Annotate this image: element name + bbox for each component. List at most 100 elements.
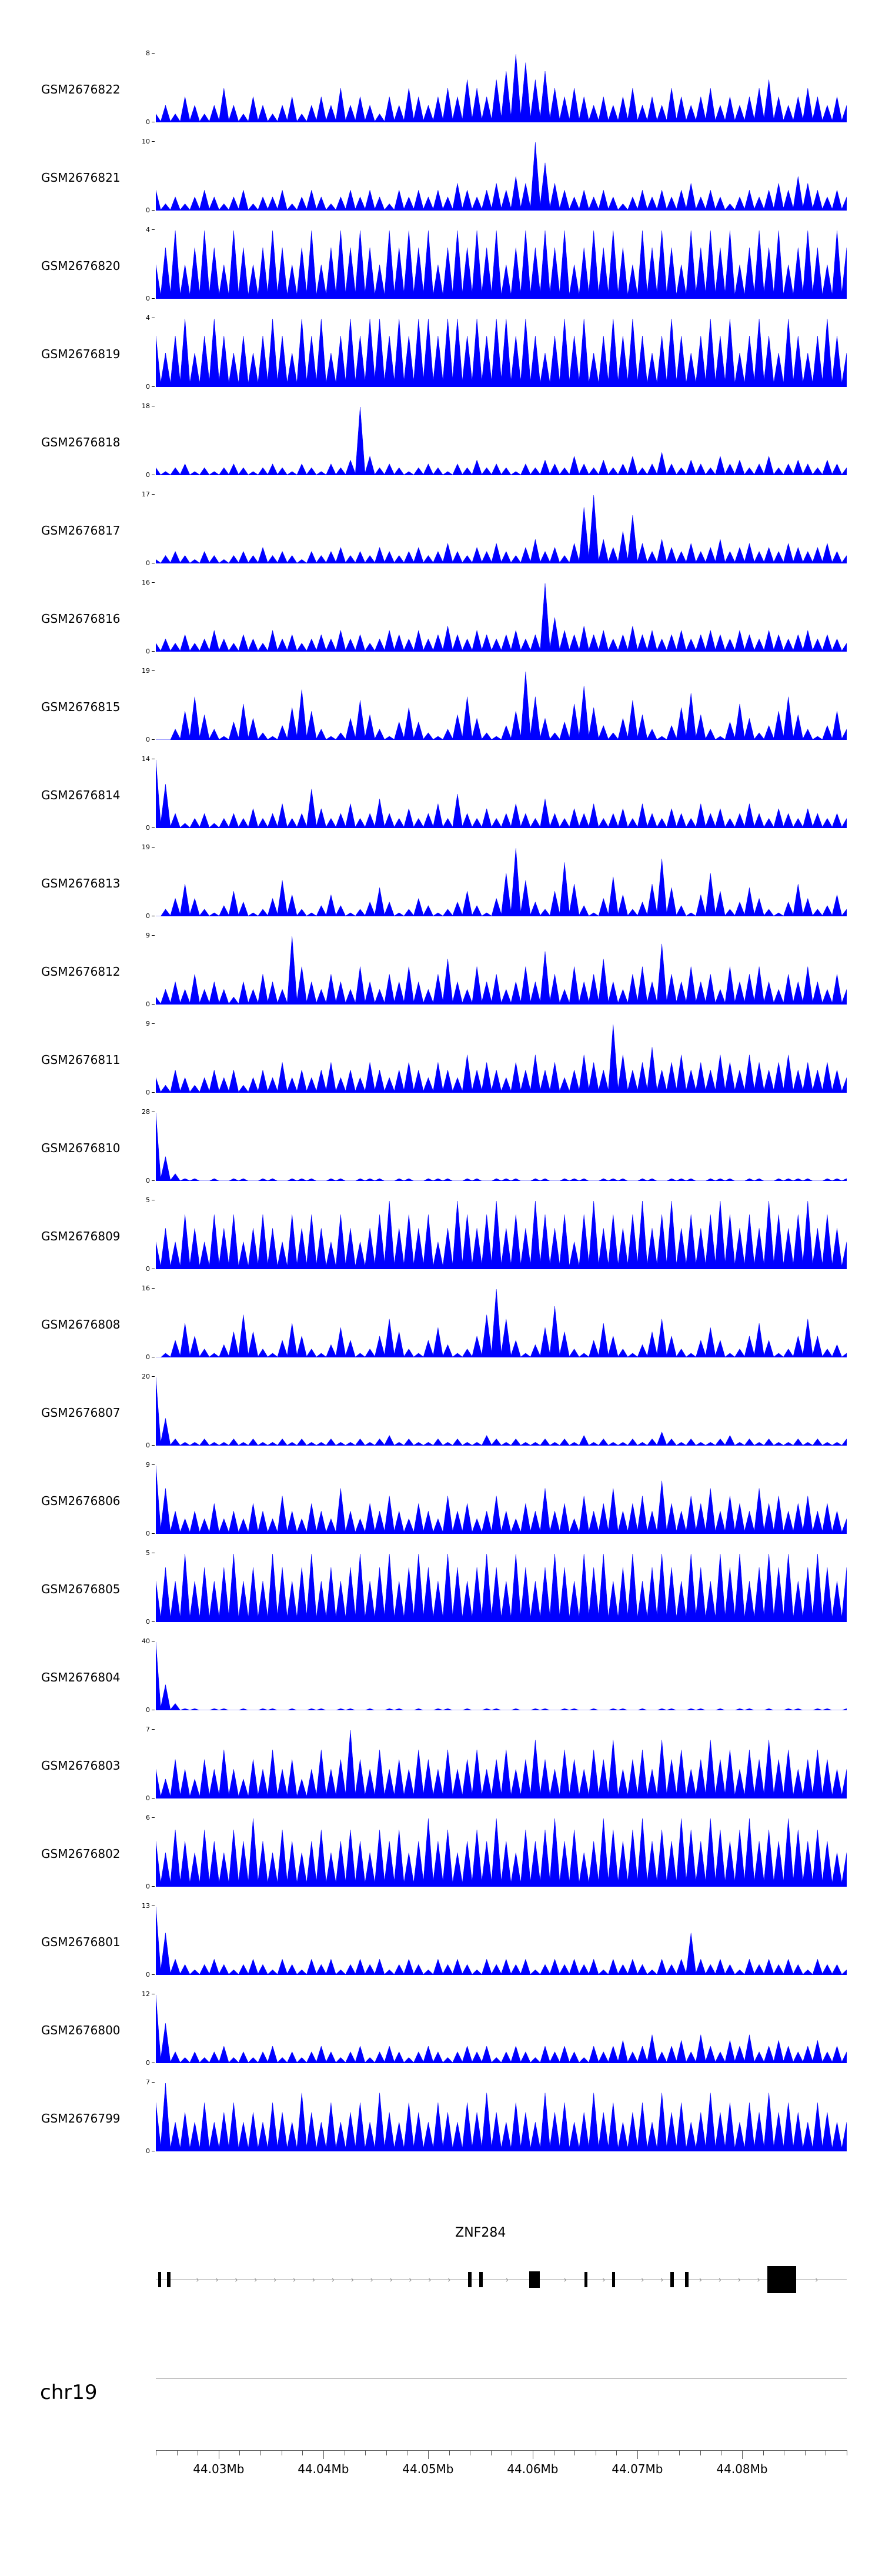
coverage-plot [156, 1906, 847, 1975]
coverage-area [156, 318, 847, 387]
coverage-track-row: GSM2676799 7 0 [0, 2078, 882, 2170]
yaxis-max-label: 9 [146, 932, 150, 939]
yaxis-min-label: 0 [146, 824, 150, 832]
track-label: GSM2676804 [41, 1670, 121, 1684]
yaxis-min-label: 0 [146, 1265, 150, 1273]
axis-tick-label: 44.05Mb [402, 2462, 454, 2476]
coverage-track-row: GSM2676803 7 0 [0, 1726, 882, 1817]
coverage-area [156, 1641, 847, 1710]
yaxis-min-label: 0 [146, 912, 150, 920]
coverage-track-row: GSM2676807 20 0 [0, 1373, 882, 1464]
coverage-plot [156, 1729, 847, 1798]
coverage-area [156, 406, 847, 475]
yaxis-tick [152, 1621, 155, 1622]
yaxis-tick [152, 827, 155, 828]
track-label: GSM2676815 [41, 700, 121, 714]
coverage-area [156, 1906, 847, 1975]
axis-tick-label: 44.08Mb [716, 2462, 768, 2476]
coverage-track-row: GSM2676817 17 0 [0, 490, 882, 582]
strand-arrow-icon: › [505, 2274, 509, 2285]
yaxis-tick [152, 1180, 155, 1181]
track-label: GSM2676822 [41, 82, 121, 96]
axis-minor-tick [365, 2450, 366, 2455]
yaxis-max-label: 10 [142, 138, 150, 145]
yaxis-tick [152, 739, 155, 740]
gene-exon [166, 2272, 171, 2287]
yaxis-max-label: 17 [142, 490, 150, 498]
track-label: GSM2676808 [41, 1317, 121, 1332]
yaxis-max-label: 7 [146, 2078, 150, 2086]
yaxis-min-label: 0 [146, 1706, 150, 1714]
yaxis-tick [152, 1376, 155, 1377]
axis-minor-tick [490, 2450, 492, 2455]
strand-arrow-icon: › [253, 2274, 258, 2285]
strand-arrow-icon: › [409, 2274, 413, 2285]
coverage-area [156, 671, 847, 740]
axis-minor-tick [804, 2450, 806, 2455]
track-label: GSM2676803 [41, 1759, 121, 1773]
coverage-plot [156, 1994, 847, 2063]
coverage-track-row: GSM2676800 12 0 [0, 1990, 882, 2082]
axis-minor-tick [176, 2450, 178, 2455]
strand-arrow-icon: › [196, 2274, 200, 2285]
track-label: GSM2676813 [41, 876, 121, 890]
coverage-track-row: GSM2676820 4 0 [0, 226, 882, 318]
axis-minor-tick [386, 2450, 387, 2455]
yaxis-tick [152, 651, 155, 652]
axis-tick-label: 44.03Mb [193, 2462, 245, 2476]
yaxis-min-label: 0 [146, 295, 150, 302]
coverage-plot [156, 847, 847, 916]
gene-exon [612, 2272, 615, 2287]
coverage-area [156, 230, 847, 299]
coverage-track-row: GSM2676816 16 0 [0, 579, 882, 670]
chromosome-label: chr19 [40, 2381, 98, 2404]
track-label: GSM2676801 [41, 1935, 121, 1949]
axis-minor-tick [679, 2450, 680, 2455]
axis-minor-tick [616, 2450, 617, 2455]
axis-minor-tick [302, 2450, 303, 2455]
gene-and-axis-section: ZNF284 › › › › › › › › › › › › › › › › › › › › › › › › chr19 44… [0, 2171, 882, 2576]
strand-arrow-icon: › [350, 2274, 355, 2285]
yaxis-tick [152, 53, 155, 54]
coverage-plot [156, 670, 847, 740]
axis-major-tick [323, 2450, 324, 2459]
strand-arrow-icon: › [312, 2274, 316, 2285]
strand-arrow-icon: › [699, 2274, 703, 2285]
axis-minor-tick [700, 2450, 701, 2455]
yaxis-max-label: 12 [142, 1990, 150, 1998]
coverage-area [156, 1465, 847, 1534]
gene-exon [158, 2272, 162, 2287]
coverage-plot [156, 759, 847, 828]
yaxis-tick [152, 1533, 155, 1534]
yaxis-min-label: 0 [146, 1971, 150, 1978]
track-label: GSM2676812 [41, 965, 121, 979]
coverage-area [156, 1289, 847, 1357]
coverage-track-row: GSM2676802 6 0 [0, 1814, 882, 1906]
genome-axis-line [156, 2450, 847, 2451]
strand-arrow-icon: › [370, 2274, 374, 2285]
coverage-track-row: GSM2676811 9 0 [0, 1020, 882, 1112]
yaxis-tick [152, 210, 155, 211]
coverage-plot [156, 1817, 847, 1887]
coverage-area [156, 1730, 847, 1798]
coverage-plot [156, 1023, 847, 1093]
yaxis-tick [152, 2082, 155, 2083]
yaxis-tick [152, 1886, 155, 1887]
coverage-tracks: GSM2676822 8 0 GSM2676821 10 0 GSM2676820 4 0 GSM… [0, 50, 882, 2170]
track-label: GSM2676799 [41, 2111, 121, 2125]
coverage-plot [156, 318, 847, 387]
yaxis-tick [152, 1974, 155, 1975]
yaxis-max-label: 19 [142, 843, 150, 851]
yaxis-max-label: 4 [146, 314, 150, 322]
yaxis-tick [152, 1817, 155, 1818]
yaxis-max-label: 9 [146, 1020, 150, 1027]
track-label: GSM2676810 [41, 1141, 121, 1155]
yaxis-min-label: 0 [146, 2059, 150, 2067]
strand-arrow-icon: › [215, 2274, 219, 2285]
track-label: GSM2676818 [41, 435, 121, 449]
coverage-plot [156, 1553, 847, 1622]
yaxis-tick [152, 670, 155, 671]
ideogram-line [156, 2378, 847, 2379]
yaxis-tick [152, 229, 155, 230]
yaxis-tick [152, 935, 155, 936]
